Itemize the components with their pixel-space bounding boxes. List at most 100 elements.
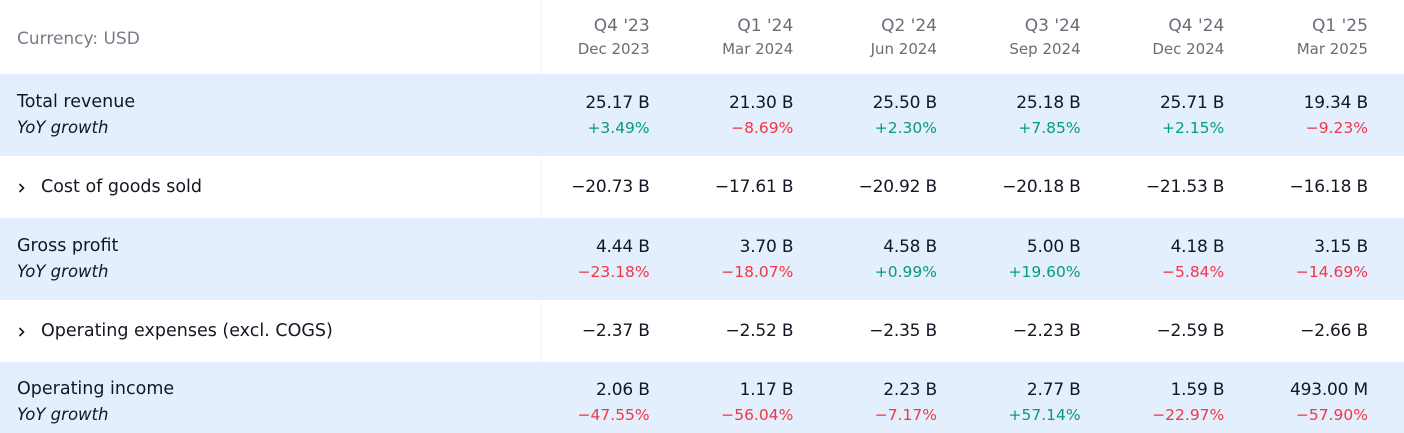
- metric-value: 493.00 M: [1289, 379, 1368, 400]
- value-cell: 1.17 B −56.04%: [686, 362, 830, 433]
- value-cell: 4.18 B −5.84%: [1117, 218, 1261, 300]
- period-header: Q3 '24 Sep 2024: [973, 0, 1117, 74]
- currency-label: Currency: USD: [17, 29, 140, 49]
- growth-value: −5.84%: [1162, 263, 1225, 281]
- value-cell: −2.37 B: [542, 300, 686, 362]
- value-cell: 25.71 B +2.15%: [1117, 74, 1261, 156]
- period-date: Mar 2024: [722, 40, 794, 58]
- metric-value: −2.52 B: [725, 321, 794, 341]
- period-date: Dec 2024: [1152, 40, 1225, 58]
- value-cell: −20.18 B: [973, 156, 1117, 218]
- value-cell: 21.30 B −8.69%: [686, 74, 830, 156]
- growth-label: YoY growth: [17, 404, 109, 424]
- value-cell: 3.70 B −18.07%: [686, 218, 830, 300]
- growth-value: −18.07%: [721, 263, 794, 281]
- growth-value: +2.15%: [1162, 119, 1225, 137]
- expand-toggle[interactable]: Operating expenses (excl. COGS): [17, 318, 541, 344]
- value-cell: −2.35 B: [829, 300, 973, 362]
- value-cell: −2.23 B: [973, 300, 1117, 362]
- period-date: Mar 2025: [1296, 40, 1368, 58]
- growth-label: YoY growth: [17, 262, 109, 281]
- currency-cell: Currency: USD: [0, 0, 542, 74]
- row-label-cell: Operating income YoY growth: [0, 362, 542, 433]
- metric-value: 3.15 B: [1314, 237, 1368, 257]
- metric-value: 2.77 B: [1026, 379, 1081, 400]
- metric-value: −20.73 B: [571, 177, 650, 197]
- metric-value: −17.61 B: [714, 177, 794, 197]
- period-date: Sep 2024: [1009, 40, 1081, 58]
- growth-value: +7.85%: [1018, 119, 1081, 137]
- value-cell: −2.59 B: [1117, 300, 1261, 362]
- growth-label: YoY growth: [17, 118, 109, 137]
- growth-value: +57.14%: [1008, 405, 1081, 424]
- row-label-cell[interactable]: Cost of goods sold: [0, 156, 542, 218]
- metric-value: 2.23 B: [883, 379, 937, 400]
- expand-toggle[interactable]: Cost of goods sold: [17, 174, 541, 200]
- table-header: Currency: USD Q4 '23 Dec 2023 Q1 '24 Mar…: [0, 0, 1404, 74]
- value-cell: −16.18 B: [1260, 156, 1404, 218]
- metric-value: 3.70 B: [739, 237, 794, 257]
- row-gross-profit: Gross profit YoY growth 4.44 B −23.18% 3.…: [0, 218, 1404, 300]
- metric-value: −20.92 B: [858, 177, 938, 197]
- row-cost-of-goods-sold[interactable]: Cost of goods sold −20.73 B −17.61 B −20…: [0, 156, 1404, 218]
- row-operating-expenses[interactable]: Operating expenses (excl. COGS) −2.37 B …: [0, 300, 1404, 362]
- value-cell: 25.17 B +3.49%: [542, 74, 686, 156]
- row-label-cell[interactable]: Operating expenses (excl. COGS): [0, 300, 542, 362]
- growth-value: +2.30%: [874, 119, 937, 137]
- metric-value: −2.59 B: [1156, 321, 1225, 341]
- growth-value: −56.04%: [721, 405, 794, 424]
- value-cell: 19.34 B −9.23%: [1260, 74, 1404, 156]
- metric-value: 4.18 B: [1170, 237, 1225, 257]
- metric-value: −16.18 B: [1289, 177, 1369, 197]
- metric-value: −21.53 B: [1145, 177, 1225, 197]
- metric-label: Operating expenses (excl. COGS): [41, 321, 333, 341]
- growth-value: −22.97%: [1152, 405, 1225, 424]
- period-header: Q2 '24 Jun 2024: [829, 0, 973, 74]
- metric-value: 2.06 B: [595, 379, 650, 400]
- row-total-revenue: Total revenue YoY growth 25.17 B +3.49% 2…: [0, 74, 1404, 156]
- period-date: Jun 2024: [870, 40, 937, 58]
- growth-value: −7.17%: [874, 405, 937, 424]
- metric-value: 1.59 B: [1170, 379, 1225, 400]
- period-quarter: Q1 '24: [737, 16, 794, 36]
- metric-value: 25.71 B: [1159, 93, 1225, 113]
- value-cell: −17.61 B: [686, 156, 830, 218]
- row-label-cell: Total revenue YoY growth: [0, 74, 542, 156]
- metric-value: 5.00 B: [1026, 237, 1081, 257]
- value-cell: 25.18 B +7.85%: [973, 74, 1117, 156]
- period-header: Q4 '24 Dec 2024: [1117, 0, 1261, 74]
- metric-value: 4.44 B: [595, 237, 650, 257]
- metric-value: −2.66 B: [1300, 321, 1368, 341]
- value-cell: 25.50 B +2.30%: [829, 74, 973, 156]
- value-cell: 493.00 M −57.90%: [1260, 362, 1404, 433]
- period-header: Q1 '24 Mar 2024: [686, 0, 830, 74]
- metric-value: −2.37 B: [581, 321, 650, 341]
- metric-value: 19.34 B: [1303, 93, 1369, 113]
- chevron-right-icon[interactable]: [17, 324, 27, 338]
- growth-value: +19.60%: [1008, 263, 1081, 281]
- period-quarter: Q4 '24: [1168, 16, 1225, 36]
- value-cell: −21.53 B: [1117, 156, 1261, 218]
- growth-value: −23.18%: [577, 263, 650, 281]
- value-cell: 4.58 B +0.99%: [829, 218, 973, 300]
- metric-value: −2.35 B: [869, 321, 937, 341]
- value-cell: 1.59 B −22.97%: [1117, 362, 1261, 433]
- metric-value: 21.30 B: [728, 93, 794, 113]
- value-cell: 5.00 B +19.60%: [973, 218, 1117, 300]
- growth-value: +3.49%: [587, 119, 650, 137]
- growth-value: −8.69%: [731, 119, 794, 137]
- row-label-cell: Gross profit YoY growth: [0, 218, 542, 300]
- period-quarter: Q1 '25: [1312, 16, 1368, 36]
- chevron-right-icon[interactable]: [17, 180, 27, 194]
- value-cell: 3.15 B −14.69%: [1260, 218, 1404, 300]
- value-cell: −20.73 B: [542, 156, 686, 218]
- value-cell: 4.44 B −23.18%: [542, 218, 686, 300]
- growth-value: −47.55%: [577, 405, 650, 424]
- growth-value: −14.69%: [1295, 263, 1368, 281]
- metric-value: 1.17 B: [739, 379, 794, 400]
- metric-value: 4.58 B: [883, 237, 937, 257]
- value-cell: −20.92 B: [829, 156, 973, 218]
- metric-label: Operating income: [17, 378, 175, 399]
- metric-value: 25.50 B: [872, 93, 938, 113]
- metric-label: Total revenue: [17, 92, 136, 112]
